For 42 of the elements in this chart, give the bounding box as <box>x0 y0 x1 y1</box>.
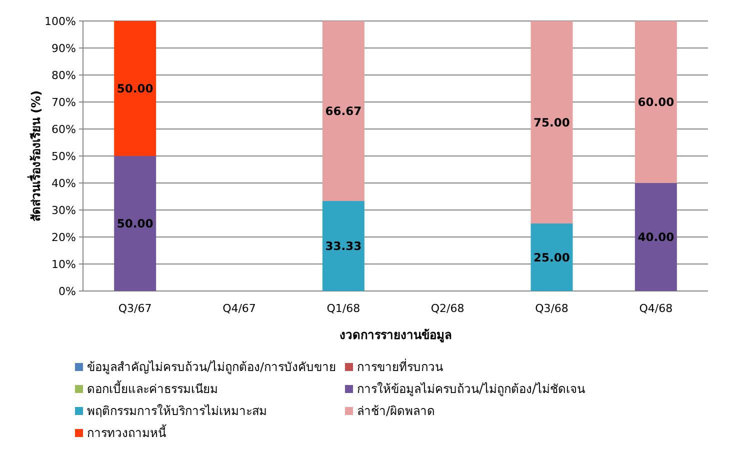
legend-label: การขายที่รบกวน <box>357 358 443 374</box>
data-label: 33.33 <box>325 239 362 254</box>
data-label: 66.67 <box>325 104 362 118</box>
y-tick-label: 60% <box>52 123 76 136</box>
bar <box>530 224 573 291</box>
x-tick-label: Q1/68 <box>326 302 360 315</box>
legend-label: การให้ข้อมูลไม่ครบถ้วน/ไม่ถูกต้อง/ไม่ชัดเจน <box>357 382 586 397</box>
y-tick-label: 10% <box>52 258 76 271</box>
bar <box>114 21 156 156</box>
x-tick-label: Q2/68 <box>430 302 464 315</box>
bar <box>634 183 677 291</box>
bar <box>322 201 364 291</box>
y-tick-label: 80% <box>52 69 76 82</box>
x-tick-label: Q3/67 <box>118 302 152 315</box>
y-tick-label: 50% <box>52 150 76 163</box>
x-tick-label: Q3/68 <box>535 302 568 315</box>
data-label: 75.00 <box>534 115 570 130</box>
y-tick-label: 90% <box>52 42 76 55</box>
bar <box>114 156 156 291</box>
legend-label: ข้อมูลสำคัญไม่ครบถ้วน/ไม่ถูกต้อง/การบังคับขาย <box>87 360 336 375</box>
legend-label: การทวงถามหนี้ <box>87 424 167 440</box>
data-label: 50.00 <box>116 82 154 96</box>
data-label: 50.00 <box>116 216 154 230</box>
y-tick-label: 30% <box>52 204 76 217</box>
bar <box>530 21 573 224</box>
x-tick-label: Q4/68 <box>639 302 673 315</box>
legend-label: ล่าช้า/ผิดพลาด <box>357 404 436 418</box>
bar <box>634 21 677 183</box>
data-label: 25.00 <box>534 250 570 264</box>
x-axis-title: งวดการรายงานข้อมูล <box>340 328 452 343</box>
data-label: 60.00 <box>638 95 674 109</box>
data-label: 40.00 <box>638 230 674 244</box>
y-axis-title: สัดส่วนเรื่องร้องเรียน (%) <box>27 90 43 222</box>
y-tick-label: 40% <box>52 177 76 190</box>
y-tick-label: 0% <box>58 285 76 298</box>
x-tick-label: Q4/67 <box>222 302 256 315</box>
legend-label: ดอกเบี้ยและค่าธรรมเนียม <box>87 380 218 396</box>
y-tick-label: 20% <box>52 231 76 244</box>
bar <box>322 21 364 202</box>
legend-label: พฤติกรรมการให้บริการไม่เหมาะสม <box>87 404 267 418</box>
y-tick-label: 70% <box>52 96 76 109</box>
y-tick-label: 100% <box>44 15 76 28</box>
